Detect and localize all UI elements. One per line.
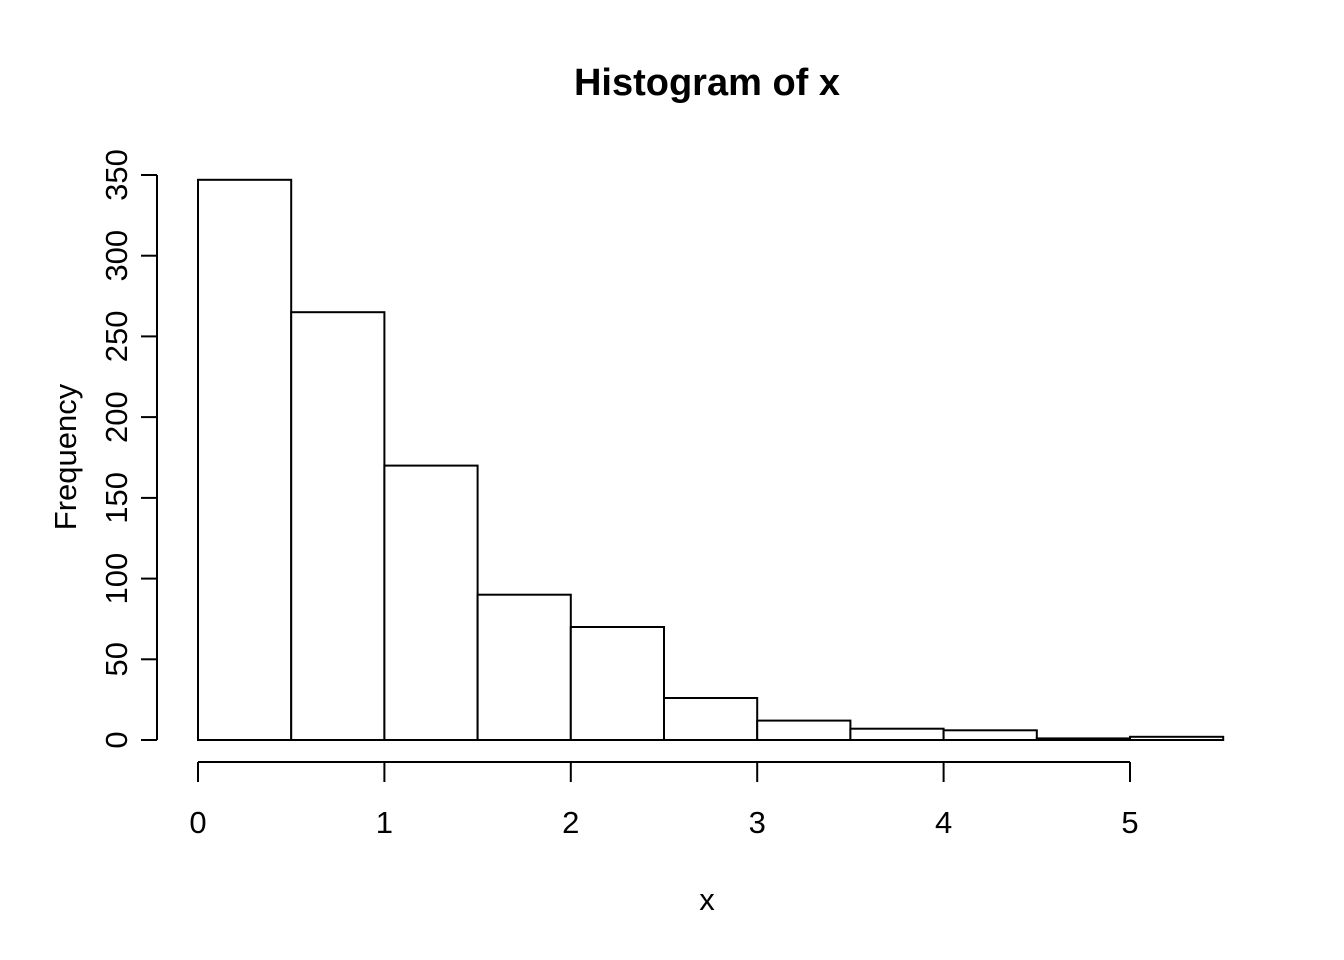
y-tick-label: 350 bbox=[99, 149, 134, 201]
histogram-bars bbox=[197, 178, 1225, 742]
histogram-bar bbox=[290, 311, 386, 741]
histogram-bar bbox=[942, 729, 1038, 741]
histogram-bar bbox=[1129, 735, 1225, 741]
y-axis-label: Frequency bbox=[48, 383, 83, 530]
x-tick-label: 2 bbox=[562, 805, 579, 840]
histogram-bar bbox=[663, 697, 759, 741]
y-tick-label: 0 bbox=[99, 731, 134, 748]
y-axis: 0 50 100 150 200 250 300 350 bbox=[99, 149, 158, 749]
chart-title: Histogram of x bbox=[574, 62, 840, 104]
x-tick-label: 4 bbox=[935, 805, 952, 840]
histogram-bar bbox=[476, 593, 572, 742]
x-tick-label: 0 bbox=[189, 805, 206, 840]
y-tick-label: 200 bbox=[99, 391, 134, 443]
y-tick-label: 50 bbox=[99, 642, 134, 676]
y-tick-label: 150 bbox=[99, 472, 134, 524]
x-axis-label: x bbox=[699, 882, 715, 917]
x-axis: 0 1 2 3 4 5 bbox=[189, 761, 1139, 840]
x-tick-label: 3 bbox=[749, 805, 766, 840]
histogram-bar bbox=[1035, 737, 1132, 742]
x-tick-label: 5 bbox=[1121, 805, 1138, 840]
histogram-bar bbox=[756, 719, 852, 741]
y-tick-label: 300 bbox=[99, 230, 134, 282]
histogram-bar bbox=[197, 178, 293, 742]
x-tick-label: 1 bbox=[376, 805, 393, 840]
y-tick-label: 100 bbox=[99, 553, 134, 605]
y-tick-label: 250 bbox=[99, 311, 134, 363]
histogram-bar bbox=[383, 464, 479, 741]
histogram-bar bbox=[849, 727, 945, 742]
histogram-bar bbox=[569, 626, 665, 741]
